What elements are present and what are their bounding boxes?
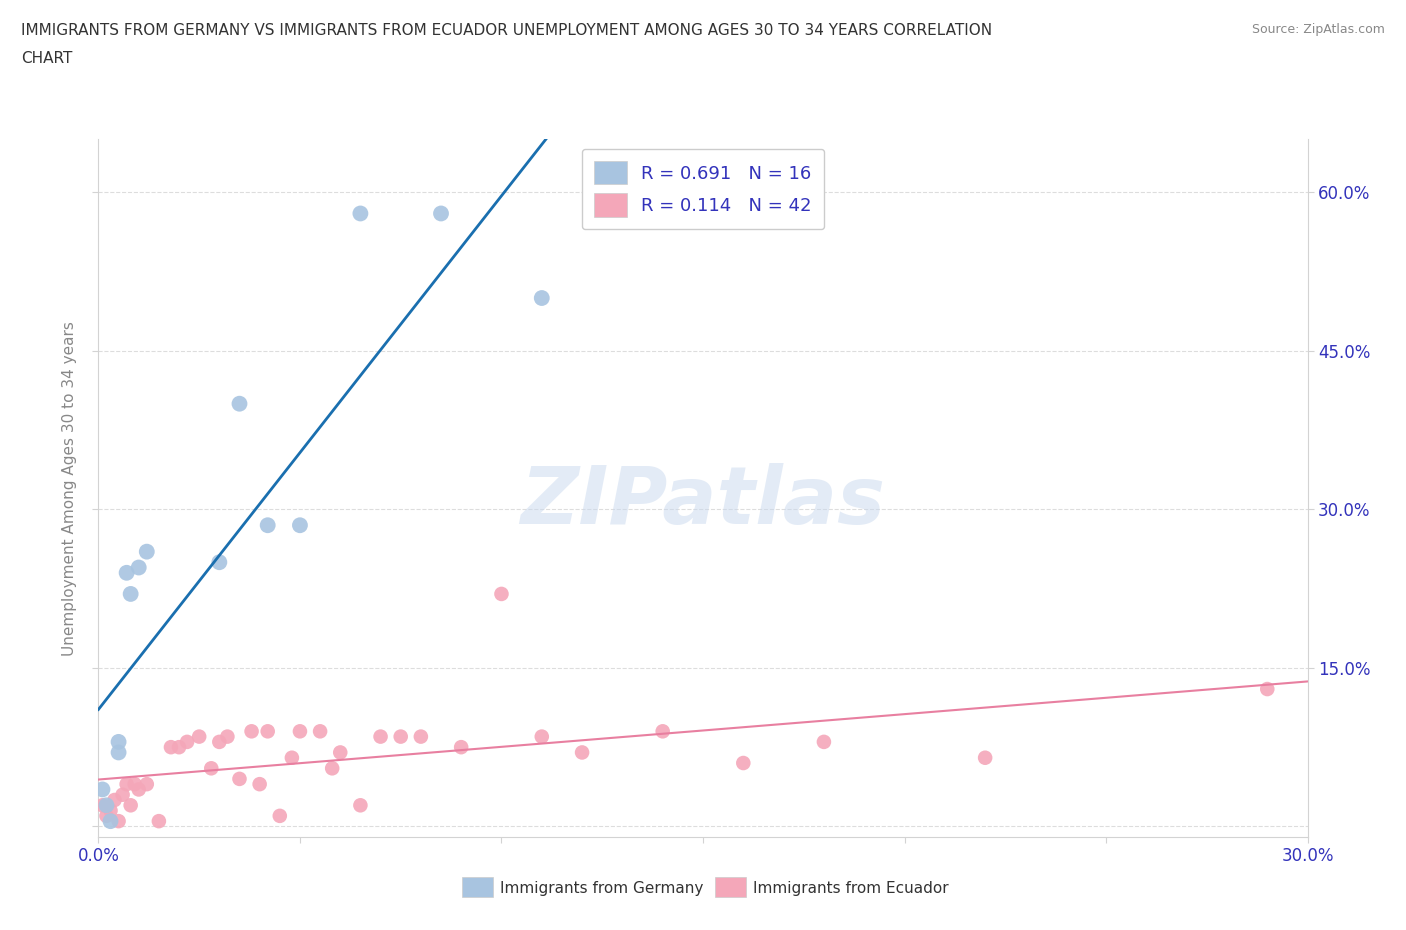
Point [228,396,250,411]
Point [256,724,278,738]
Point [107,814,129,829]
Point [128,782,150,797]
Point [91,782,114,797]
Text: IMMIGRANTS FROM GERMANY VS IMMIGRANTS FROM ECUADOR UNEMPLOYMENT AMONG AGES 30 TO: IMMIGRANTS FROM GERMANY VS IMMIGRANTS FR… [21,23,993,38]
Point [208,555,231,570]
Point [450,739,472,754]
Point [120,587,142,602]
Legend: R = 0.691   N = 16, R = 0.114   N = 42: R = 0.691 N = 16, R = 0.114 N = 42 [582,149,824,229]
Point [228,772,250,787]
Point [321,761,343,776]
Point [813,735,835,750]
Text: CHART: CHART [21,51,73,66]
Point [167,739,190,754]
Point [135,544,157,559]
Point [240,724,263,738]
Point [100,804,122,818]
Point [288,518,311,533]
Point [176,735,198,750]
Point [120,798,142,813]
Point [491,587,513,602]
Point [389,729,412,744]
Point [188,729,211,744]
Point [281,751,304,765]
Point [111,788,134,803]
Point [160,739,183,754]
Point [530,729,553,744]
Point [530,290,553,305]
Point [256,518,278,533]
Point [115,565,138,580]
Point [135,777,157,791]
Text: Immigrants from Ecuador: Immigrants from Ecuador [754,881,949,896]
Point [733,755,755,770]
Point [309,724,332,738]
Point [974,751,997,765]
Point [370,729,392,744]
Text: ZIPatlas: ZIPatlas [520,463,886,541]
Point [288,724,311,738]
Point [409,729,432,744]
Text: Source: ZipAtlas.com: Source: ZipAtlas.com [1251,23,1385,36]
Point [269,808,291,823]
Point [571,745,593,760]
Point [103,792,125,807]
Text: Immigrants from Germany: Immigrants from Germany [501,881,703,896]
Point [349,206,371,221]
Point [200,761,222,776]
Point [349,798,371,813]
Point [100,814,122,829]
Point [124,777,146,791]
Point [148,814,170,829]
Point [1256,682,1278,697]
Point [249,777,271,791]
Point [329,745,352,760]
Point [96,808,118,823]
Point [107,735,129,750]
Y-axis label: Unemployment Among Ages 30 to 34 years: Unemployment Among Ages 30 to 34 years [62,321,77,656]
Point [651,724,673,738]
Point [91,798,114,813]
Point [208,735,231,750]
Point [217,729,239,744]
Point [107,745,129,760]
Point [115,777,138,791]
Point [96,798,118,813]
Point [430,206,453,221]
Point [128,560,150,575]
